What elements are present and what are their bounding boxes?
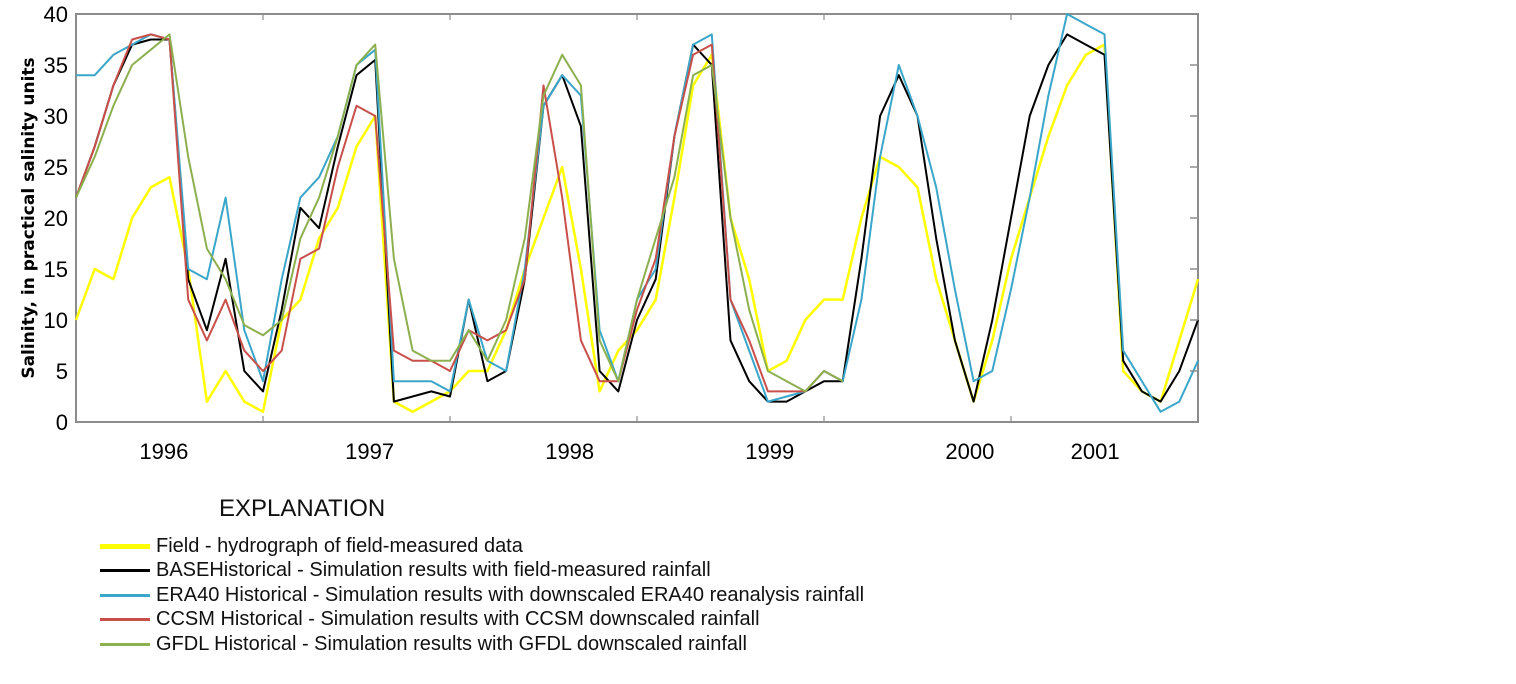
plot-area [75, 13, 1199, 423]
y-tick-label: 15 [44, 257, 68, 282]
y-axis: 0 5 10 15 20 25 30 35 40 [44, 2, 1198, 435]
y-tick-label: 35 [44, 53, 68, 78]
legend-swatch-ccsm [100, 618, 150, 622]
y-tick-label: 20 [44, 206, 68, 231]
y-tick-label: 25 [44, 155, 68, 180]
x-tick-label: 1998 [545, 439, 594, 464]
y-tick-label: 5 [56, 359, 68, 384]
x-axis: 1996 1997 1998 1999 2000 2001 [139, 14, 1120, 464]
y-tick-label: 0 [56, 410, 68, 435]
legend-swatch-era40 [100, 593, 150, 597]
x-tick-label: 1999 [745, 439, 794, 464]
x-tick-label: 2001 [1071, 439, 1120, 464]
legend-label: CCSM Historical - Simulation results wit… [156, 608, 760, 631]
legend-item-ccsm: CCSM Historical - Simulation results wit… [100, 608, 864, 633]
legend: Field - hydrograph of field-measured dat… [100, 534, 864, 657]
x-tick-label: 1996 [139, 439, 188, 464]
salinity-chart: 0 5 10 15 20 25 30 35 40 1996 1997 1998 1999 2000 200… [19, 2, 1200, 464]
y-tick-label: 30 [44, 104, 68, 129]
series-layer [74, 13, 1200, 414]
legend-swatch-gfdl [100, 642, 150, 646]
x-tick-label: 2000 [945, 439, 994, 464]
legend-item-era40: ERA40 Historical - Simulation results wi… [100, 583, 864, 608]
legend-swatch-field [100, 543, 150, 549]
legend-item-base: BASEHistorical - Simulation results with… [100, 559, 864, 584]
series-line-gfdl [75, 33, 844, 393]
series-line-field [74, 43, 1200, 414]
legend-label: ERA40 Historical - Simulation results wi… [156, 583, 865, 606]
x-tick-label: 1997 [345, 439, 394, 464]
legend-label: Field - hydrograph of field-measured dat… [156, 534, 523, 557]
legend-item-field: Field - hydrograph of field-measured dat… [100, 534, 864, 559]
y-axis-label: Salinity, in practical salinity units [19, 57, 39, 378]
y-tick-label: 40 [44, 2, 68, 27]
plot-border [75, 13, 1199, 423]
legend-swatch-base [100, 569, 150, 573]
legend-item-gfdl: GFDL Historical - Simulation results wit… [100, 632, 864, 657]
y-tick-label: 10 [44, 308, 68, 333]
legend-label: BASEHistorical - Simulation results with… [156, 559, 711, 582]
series-line-base [75, 33, 1199, 403]
legend-label: GFDL Historical - Simulation results wit… [156, 632, 747, 655]
legend-title: EXPLANATION [219, 495, 386, 522]
